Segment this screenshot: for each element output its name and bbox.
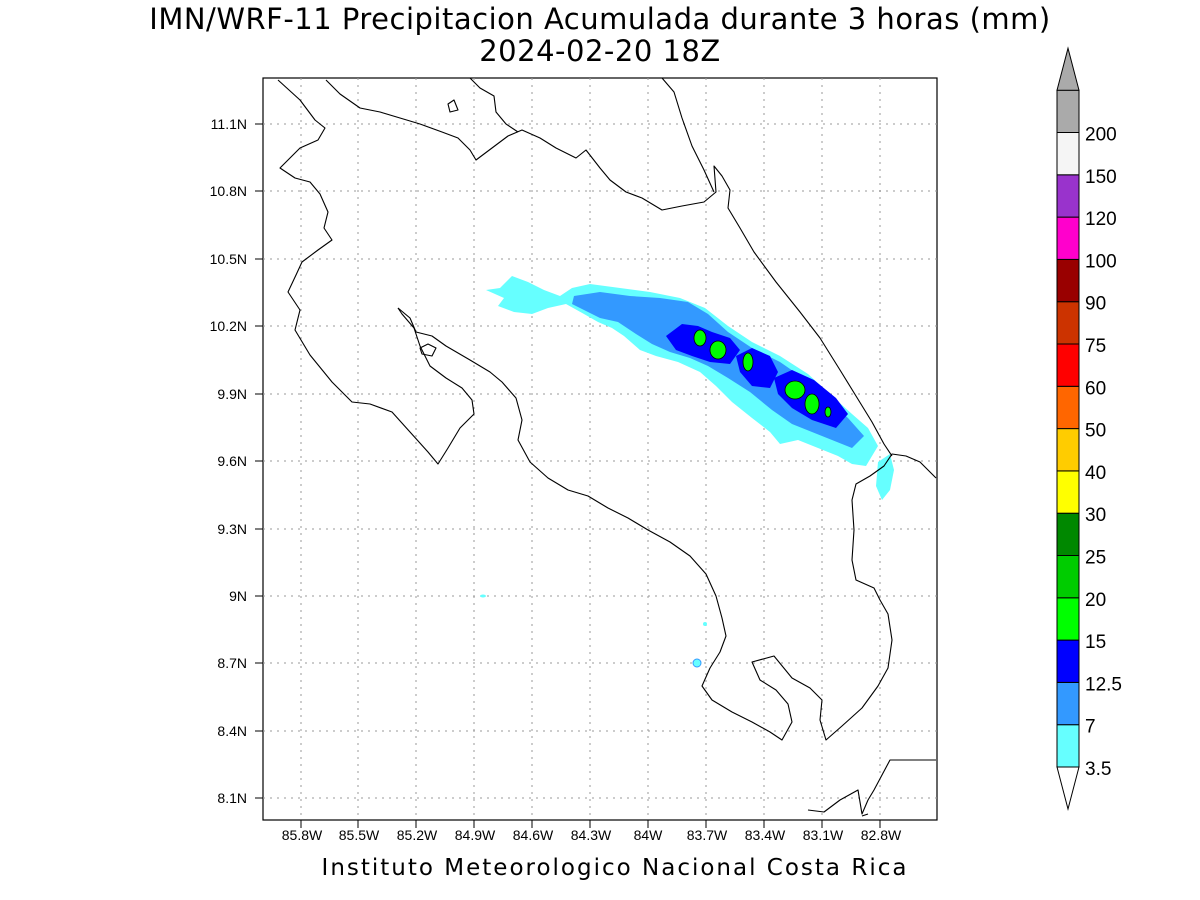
lon-label: 84.3W (571, 827, 612, 843)
precip-15-cell (693, 329, 707, 347)
colorbar-swatch (1056, 216, 1080, 260)
colorbar-label: 120 (1085, 209, 1117, 230)
colorbar-swatch (1056, 639, 1080, 683)
colorbar: 3.5 7 12.5 15 20 25 30 40 50 60 75 90 100 120 150 200 (1056, 46, 1122, 811)
lat-label: 8.1N (217, 790, 247, 806)
colorbar-swatch (1056, 385, 1080, 430)
precip-15-cell-6 (824, 406, 832, 418)
lon-labels: 85.8W 85.5W 85.2W 84.9W 84.6W 84.3W 84W … (282, 827, 902, 843)
precip-15-cell-2 (709, 340, 727, 360)
lat-label: 11.1N (211, 116, 247, 132)
lat-label: 9.3N (217, 521, 247, 537)
colorbar-label: 90 (1085, 294, 1106, 315)
lon-label: 84.6W (513, 827, 554, 843)
lon-label: 83.7W (687, 827, 728, 843)
colorbar-swatch (1056, 174, 1080, 218)
colorbar-label: 7 (1085, 717, 1096, 738)
colorbar-label: 25 (1085, 548, 1106, 569)
colorbar-label: 15 (1085, 632, 1106, 653)
precip-3.5-carib (876, 454, 894, 500)
lat-label: 9.9N (217, 386, 247, 402)
colorbar-label: 50 (1085, 421, 1106, 442)
precip-15-cell-4 (784, 380, 806, 400)
colorbar-swatch (1056, 470, 1080, 514)
lat-label: 10.5N (210, 251, 247, 267)
precip-3.5-dot (703, 622, 707, 626)
lat-label: 8.7N (217, 655, 247, 671)
map-date: 2024-02-20 18Z (479, 34, 721, 68)
colorbar-label: 100 (1085, 251, 1117, 272)
lon-label: 83.1W (803, 827, 844, 843)
lon-label: 84W (634, 827, 664, 843)
lat-label: 8.4N (217, 723, 247, 739)
lat-labels: 11.1N 10.8N 10.5N 10.2N 9.9N 9.6N 9.3N 9… (210, 116, 247, 806)
colorbar-swatch (1056, 512, 1080, 557)
colorbar-label: 12.5 (1085, 674, 1122, 695)
colorbar-swatch (1056, 681, 1080, 726)
lon-label: 85.8W (282, 827, 323, 843)
colorbar-swatch (1056, 428, 1080, 472)
colorbar-swatch (1056, 724, 1080, 768)
colorbar-label: 20 (1085, 590, 1106, 611)
colorbar-over-triangle (1056, 46, 1080, 91)
colorbar-label: 200 (1085, 125, 1117, 146)
colorbar-swatch (1056, 89, 1080, 133)
lon-label: 85.5W (339, 827, 380, 843)
lon-label: 85.2W (397, 827, 438, 843)
footer-credit: Instituto Meteorologico Nacional Costa R… (321, 855, 909, 881)
colorbar-label: 3.5 (1085, 759, 1111, 780)
colorbar-label: 75 (1085, 336, 1106, 357)
colorbar-under-triangle (1056, 766, 1080, 811)
lat-label: 9.6N (217, 453, 247, 469)
lon-label: 84.9W (455, 827, 496, 843)
colorbar-swatch (1056, 343, 1080, 387)
colorbar-swatch (1056, 132, 1080, 176)
precip-7-band (572, 292, 864, 448)
colorbar-swatch (1056, 597, 1080, 641)
lat-label: 10.8N (210, 183, 247, 199)
colorbar-label: 60 (1085, 378, 1106, 399)
colorbar-label: 30 (1085, 505, 1106, 526)
precipitation-field (480, 276, 894, 668)
lon-label: 83.4W (745, 827, 786, 843)
colorbar-label: 150 (1085, 167, 1117, 188)
colorbar-swatch (1056, 301, 1080, 345)
map-title: IMN/WRF-11 Precipitacion Acumulada duran… (149, 2, 1051, 36)
lat-label: 9N (229, 588, 247, 604)
lat-label: 10.2N (210, 318, 247, 334)
colorbar-swatch (1056, 555, 1080, 599)
lon-label: 82.8W (861, 827, 902, 843)
coastlines (277, 77, 937, 817)
precip-15-cell-5 (804, 393, 820, 415)
precip-3.5-osa (692, 658, 702, 668)
colorbar-swatch (1056, 258, 1080, 303)
precip-3.5-dot-2 (480, 594, 486, 598)
precip-15-cell-3 (742, 352, 754, 372)
colorbar-label: 40 (1085, 463, 1106, 484)
precip-3.5-band (486, 276, 878, 466)
